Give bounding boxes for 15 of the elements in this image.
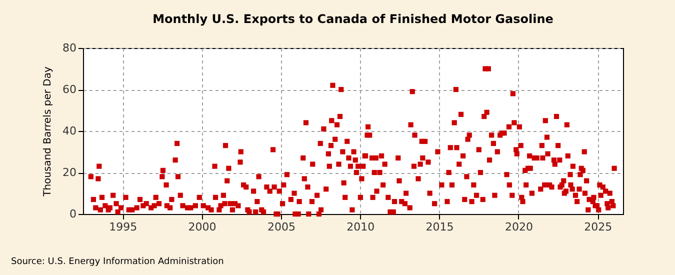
x-tick-label: 1995 xyxy=(109,220,138,234)
y-tick-label: 80 xyxy=(62,42,76,54)
x-tick-label: 2010 xyxy=(346,220,375,234)
x-tick-label: 2005 xyxy=(267,220,296,234)
y-tick-label: 20 xyxy=(62,166,76,179)
y-tick-label: 40 xyxy=(62,124,76,138)
source-note: Source: U.S. Energy Information Administration xyxy=(11,257,224,267)
x-tick-label: 2000 xyxy=(188,220,216,234)
y-tick-label: 0 xyxy=(70,208,76,220)
x-tick-label: 2020 xyxy=(504,220,533,234)
x-tick-label: 2015 xyxy=(426,220,454,234)
chart-title: Monthly U.S. Exports to Canada of Finished Motor Gasoline xyxy=(152,12,554,26)
x-tick-label: 2025 xyxy=(584,220,612,234)
y-axis-title: Thousand Barrels per Day xyxy=(42,66,54,198)
y-tick-label: 60 xyxy=(62,83,76,96)
